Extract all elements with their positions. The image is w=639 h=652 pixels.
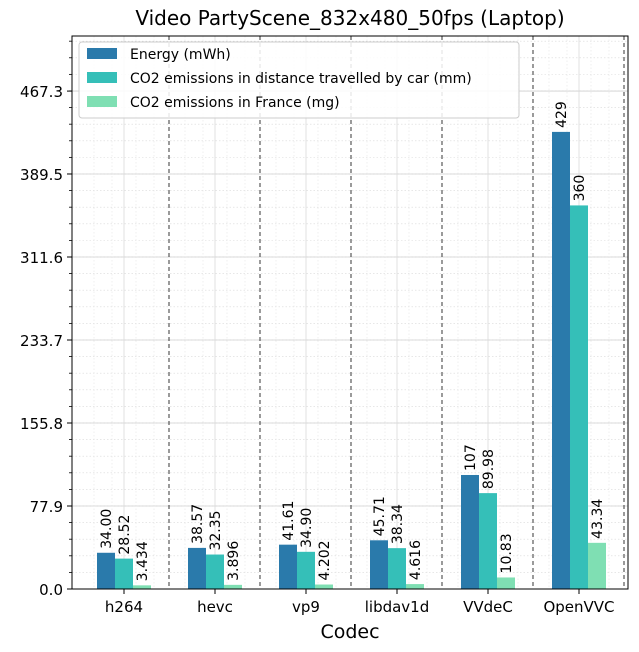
bar-value-label: 34.90: [299, 508, 315, 548]
bar-value-label: 107: [463, 444, 479, 471]
x-tick-label: hevc: [197, 598, 233, 616]
y-tick-label: 0.0: [39, 581, 63, 599]
category-separators: [168, 36, 625, 589]
bar-value-label: 4.202: [317, 540, 333, 580]
bar-value-label: 32.35: [208, 510, 224, 550]
legend-box: [78, 41, 520, 119]
x-tick-label: OpenVVC: [543, 598, 614, 616]
bar-value-label: 10.83: [499, 533, 515, 573]
bar-VVdeC-series-2: [497, 577, 515, 589]
bar-value-label: 3.434: [135, 541, 151, 581]
bar-value-label: 3.896: [226, 541, 242, 581]
bar-libdav1d-series-1: [388, 548, 406, 589]
plot-frame: [71, 35, 629, 590]
bar-value-label: 41.61: [281, 501, 297, 541]
bar-libdav1d-series-2: [406, 584, 424, 589]
legend-label: Energy (mWh): [130, 47, 231, 63]
y-tick-label: 311.6: [20, 249, 63, 267]
x-tick-label: VVdeC: [463, 598, 513, 616]
legend-swatch: [87, 72, 117, 83]
legend: Energy (mWh) CO2 emissions in distance tr…: [78, 41, 520, 119]
bar-OpenVVC-series-1: [570, 205, 588, 589]
bar-hevc-series-2: [224, 584, 242, 589]
bar-hevc-series-0: [188, 547, 206, 589]
x-tick-label: h264: [105, 598, 143, 616]
x-axis-title: Codec: [320, 621, 379, 643]
bar-OpenVVC-series-0: [552, 131, 570, 590]
legend-swatch: [87, 48, 117, 59]
x-tick-label: vp9: [292, 598, 320, 616]
chart-title: Video PartyScene_832x480_50fps (Laptop): [135, 6, 564, 30]
bar-hevc-series-1: [206, 554, 224, 589]
y-axis-ticks: 0.0 77.9 155.8 233.7 311.6 389.5 467.3: [20, 40, 72, 599]
y-tick-label: 155.8: [20, 415, 63, 433]
bar-h264-series-2: [133, 585, 151, 589]
y-tick-label: 389.5: [20, 166, 63, 184]
bar-vp9-series-2: [315, 584, 333, 589]
bar-OpenVVC-series-2: [588, 542, 606, 589]
y-tick-label: 467.3: [20, 83, 63, 101]
bar-value-label: 28.52: [117, 515, 133, 555]
bar-labels: 34.00 28.523.434 38.57 32.353.896 41.61 34.90…: [99, 101, 606, 581]
x-tick-label: libdav1d: [365, 598, 430, 616]
bar-value-label: 360: [572, 175, 588, 202]
bar-value-label: 89.98: [481, 449, 497, 489]
bar-value-label: 45.71: [372, 496, 388, 536]
x-axis-ticks: h264 hevc vp9 libdav1d VVdeC OpenVVC: [105, 589, 615, 616]
legend-label: CO2 emissions in distance travelled by c…: [130, 71, 472, 87]
bar-value-label: 429: [554, 101, 570, 128]
legend-label: CO2 emissions in France (mg): [130, 95, 340, 111]
bar-VVdeC-series-0: [461, 474, 479, 589]
bar-value-label: 38.34: [390, 504, 406, 544]
bar-value-label: 34.00: [99, 509, 115, 549]
bar-value-label: 43.34: [590, 499, 606, 539]
y-tick-label: 77.9: [30, 498, 63, 516]
bars: [97, 131, 606, 590]
bar-value-label: 4.616: [408, 540, 424, 580]
bar-vp9-series-1: [297, 551, 315, 589]
bar-value-label: 38.57: [190, 504, 206, 544]
y-tick-label: 233.7: [20, 332, 63, 350]
bar-vp9-series-0: [279, 544, 297, 589]
bar-libdav1d-series-0: [370, 540, 388, 589]
legend-swatch: [87, 96, 117, 107]
bar-h264-series-0: [97, 552, 115, 589]
bar-VVdeC-series-1: [479, 493, 497, 589]
bar-h264-series-1: [115, 558, 133, 589]
